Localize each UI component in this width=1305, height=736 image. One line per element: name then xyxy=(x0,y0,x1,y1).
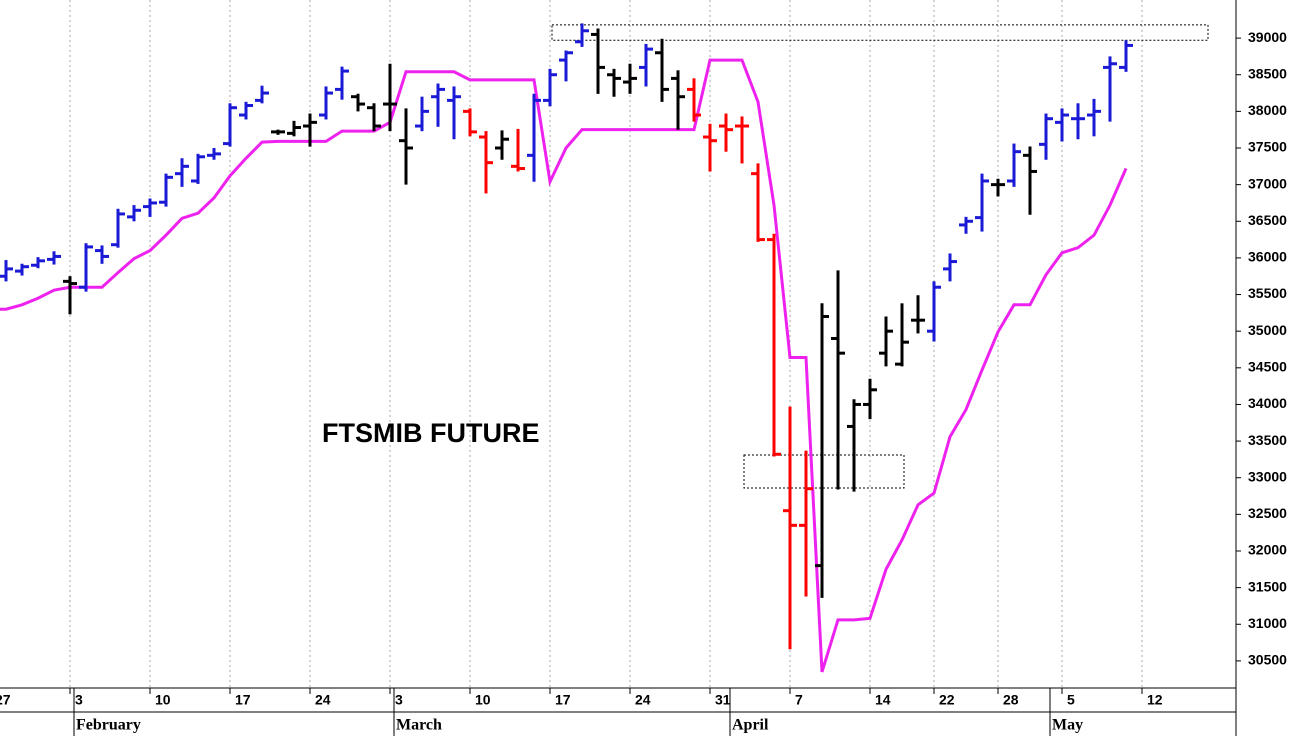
x-tick-label: 24 xyxy=(315,692,331,708)
x-tick-label: 22 xyxy=(939,692,955,708)
x-tick-label: 3 xyxy=(395,692,403,708)
y-tick-label: 34000 xyxy=(1248,395,1287,411)
x-tick-label: 10 xyxy=(155,692,171,708)
y-tick-label: 37500 xyxy=(1248,139,1287,155)
y-tick-label: 33000 xyxy=(1248,468,1287,484)
y-tick-label: 31000 xyxy=(1248,615,1287,631)
x-tick-label: 24 xyxy=(635,692,651,708)
month-label: March xyxy=(396,717,442,734)
y-tick-label: 36000 xyxy=(1248,249,1287,265)
x-tick-label: 27 xyxy=(0,692,11,708)
x-tick-label: 5 xyxy=(1067,692,1075,708)
y-tick-label: 30500 xyxy=(1248,652,1287,668)
x-tick-label: 17 xyxy=(555,692,571,708)
x-tick-label: 28 xyxy=(1003,692,1019,708)
month-label: April xyxy=(732,717,769,734)
y-tick-label: 37000 xyxy=(1248,175,1287,191)
y-tick-label: 39000 xyxy=(1248,29,1287,45)
month-label: February xyxy=(76,717,141,734)
x-tick-label: 7 xyxy=(795,692,803,708)
zone-box xyxy=(551,24,1209,41)
plot-area xyxy=(0,0,1209,688)
y-tick-label: 38500 xyxy=(1248,65,1287,81)
x-tick-label: 17 xyxy=(235,692,251,708)
x-tick-label: 10 xyxy=(475,692,491,708)
y-tick-label: 32000 xyxy=(1248,542,1287,558)
x-tick-label: 12 xyxy=(1147,692,1163,708)
y-tick-label: 32500 xyxy=(1248,505,1287,521)
y-tick-label: 31500 xyxy=(1248,578,1287,594)
y-tick-label: 33500 xyxy=(1248,432,1287,448)
month-label: May xyxy=(1052,717,1083,734)
y-tick-label: 36500 xyxy=(1248,212,1287,228)
x-tick-label: 14 xyxy=(875,692,891,708)
x-tick-label: 31 xyxy=(715,692,731,708)
x-tick-label: 3 xyxy=(75,692,83,708)
y-tick-label: 35000 xyxy=(1248,322,1287,338)
y-tick-label: 34500 xyxy=(1248,359,1287,375)
y-tick-label: 38000 xyxy=(1248,102,1287,118)
trend-line xyxy=(0,58,1128,673)
chart-title: FTSMIB FUTURE xyxy=(322,418,539,448)
y-tick-label: 35500 xyxy=(1248,285,1287,301)
zone-box xyxy=(743,454,905,489)
